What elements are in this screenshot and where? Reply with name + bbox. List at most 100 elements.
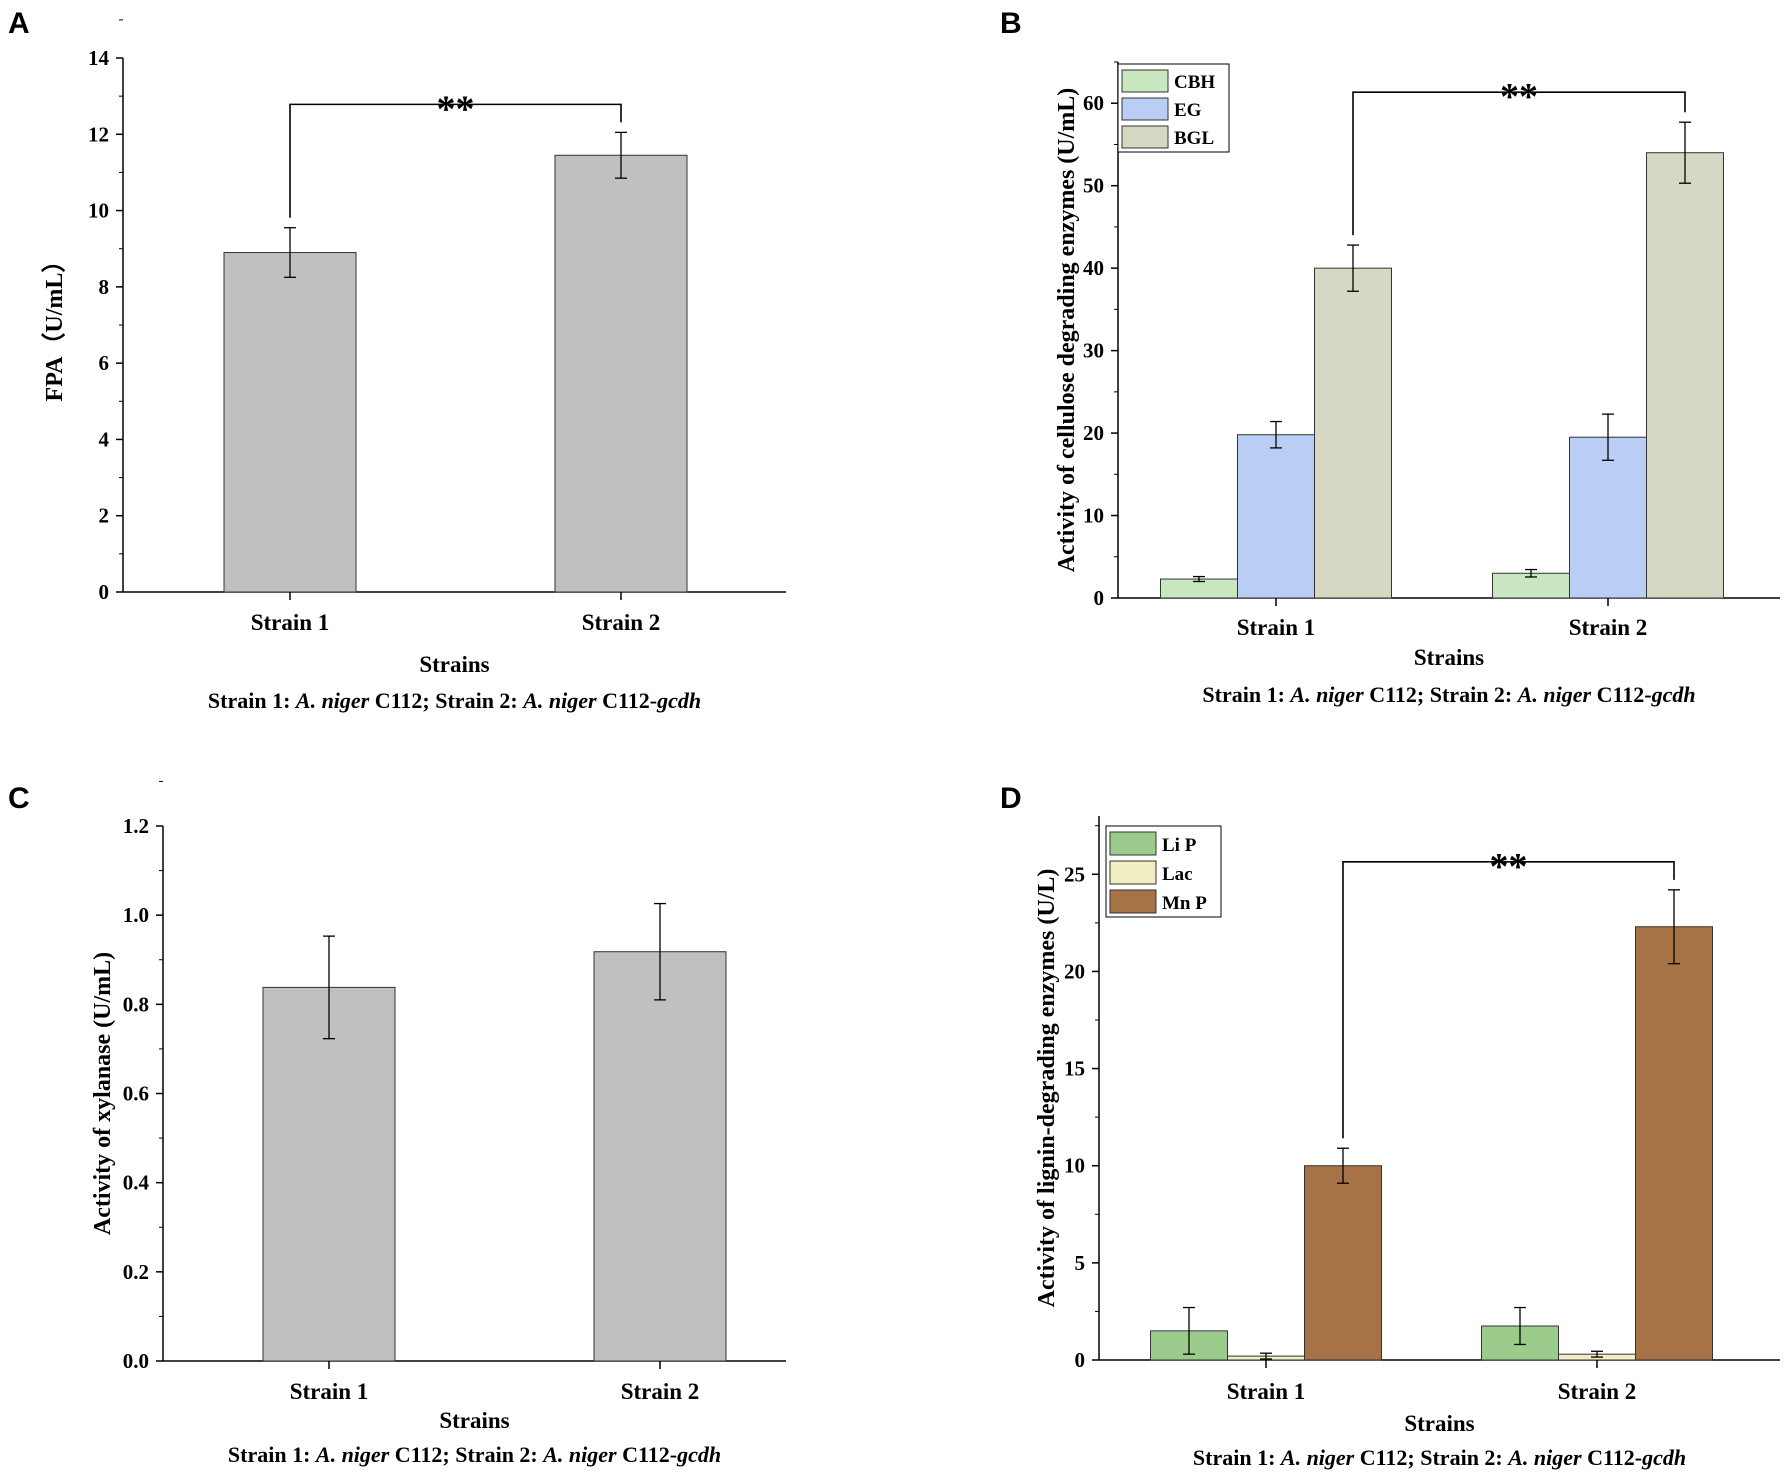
caption-part: Strain 2: — [435, 688, 523, 713]
caption-part: C112; — [1364, 682, 1430, 707]
caption-part: gcdh — [1651, 682, 1696, 707]
y-tick-label: 12 — [88, 122, 109, 146]
x-tick-label: Strain 2 — [1569, 615, 1648, 640]
bar-mn-p-1 — [1304, 1165, 1382, 1361]
y-tick-label: 0.6 — [123, 1082, 149, 1106]
caption-part: Strain 2: — [1420, 1445, 1508, 1470]
y-tick-label: 10 — [1064, 1154, 1085, 1178]
y-tick-label: 60 — [1083, 91, 1104, 115]
panel-letter-c: C — [8, 782, 30, 815]
caption-part: A. niger — [294, 688, 370, 713]
x-axis-title: Strains — [1404, 1411, 1474, 1436]
bar-xylanase-1 — [262, 986, 396, 1362]
caption-part: A. niger — [541, 1442, 617, 1467]
significance-bracket — [1342, 861, 1675, 1139]
caption-part: Strain 2: — [1430, 682, 1518, 707]
caption-part: A. niger — [1506, 1445, 1582, 1470]
legend-label: EG — [1174, 100, 1202, 121]
x-tick-label: Strain 1 — [1227, 1379, 1306, 1404]
y-tick-label: 20 — [1083, 421, 1104, 445]
caption-part: gcdh — [1641, 1445, 1686, 1470]
panel-letter-d: D — [1000, 782, 1022, 815]
significance-bracket — [289, 103, 622, 218]
caption: Strain 1: A. niger C112; Strain 2: A. ni… — [208, 688, 701, 713]
legend-label: Lac — [1162, 864, 1193, 885]
y-tick-label: 15 — [1064, 1057, 1085, 1081]
y-tick-label: 30 — [1083, 339, 1104, 363]
y-tick-label: 10 — [1083, 504, 1104, 528]
y-tick-label: 0 — [1094, 586, 1105, 610]
caption-part: Strain 1: — [208, 688, 296, 713]
y-tick-label: 5 — [1075, 1251, 1086, 1275]
caption-part: C112- — [1591, 682, 1652, 707]
bar-bgl-1 — [1314, 267, 1392, 599]
caption-part: C112; — [389, 1442, 455, 1467]
y-tick-label: 25 — [1064, 862, 1085, 886]
caption-part: A. niger — [1288, 682, 1364, 707]
y-tick-label: 8 — [99, 275, 110, 299]
significance-label: ** — [1490, 846, 1528, 888]
y-tick-label: 4 — [99, 427, 110, 451]
y-axis-title: Activity of cellulose degrading enzymes … — [1054, 88, 1080, 573]
caption-part: A. niger — [1279, 1445, 1355, 1470]
legend-label: Mn P — [1162, 893, 1207, 914]
caption-part: A. niger — [314, 1442, 390, 1467]
y-tick-label: 10 — [88, 199, 109, 223]
bar-eg-2 — [1569, 436, 1647, 599]
legend-swatch — [1109, 860, 1157, 885]
bar-eg-1 — [1237, 434, 1315, 599]
caption-part: Strain 1: — [1202, 682, 1290, 707]
legend-swatch — [1121, 69, 1169, 93]
caption: Strain 1: A. niger C112; Strain 2: A. ni… — [228, 1442, 721, 1467]
y-tick-label: 0 — [99, 580, 110, 604]
panel-a: 0 2 4 6 8 10 12 14 Strain 1 Strain 2 ** FPA（U/mL） St… — [41, 19, 786, 713]
y-axis-title: Activity of lignin-degrading enzymes (U/… — [1034, 869, 1060, 1308]
caption-part: C112- — [597, 688, 658, 713]
caption-part: A. niger — [1516, 682, 1592, 707]
y-tick-label: 0.8 — [123, 992, 149, 1016]
bar-bgl-2 — [1646, 152, 1724, 599]
x-axis-title: Strains — [1414, 645, 1484, 670]
x-tick-label: Strain 2 — [582, 610, 661, 635]
x-tick-label: Strain 2 — [1558, 1379, 1637, 1404]
legend-label: CBH — [1174, 72, 1215, 93]
panel-b: 0 10 20 30 40 50 60 Strain 1 Strain 2 ** CBH EG BGL A… — [1054, 61, 1780, 707]
panel-c: 0.0 0.2 0.4 0.6 0.8 1.0 1.2 Strain 1 Strain 2 Act… — [90, 780, 786, 1467]
caption-part: gcdh — [676, 1442, 721, 1467]
x-tick-label: Strain 1 — [290, 1379, 369, 1404]
y-tick-label: 40 — [1083, 256, 1104, 280]
caption-part: C112; — [369, 688, 435, 713]
y-axis-title: FPA（U/mL） — [41, 249, 68, 402]
significance-label: ** — [437, 88, 475, 130]
bar-xylanase-2 — [593, 951, 727, 1362]
caption-part: gcdh — [656, 688, 701, 713]
y-tick-label: 6 — [99, 351, 110, 375]
y-tick-label: 0.0 — [123, 1349, 149, 1373]
y-tick-label: 0.2 — [123, 1260, 149, 1284]
significance-label: ** — [1500, 76, 1538, 118]
caption-part: Strain 1: — [228, 1442, 316, 1467]
legend-label: BGL — [1174, 128, 1214, 149]
bar-fpa-2 — [554, 154, 688, 593]
x-tick-label: Strain 1 — [251, 610, 330, 635]
bar-fpa-1 — [223, 252, 357, 593]
caption-part: C112; — [1354, 1445, 1420, 1470]
caption-part: Strain 1: — [1193, 1445, 1281, 1470]
x-tick-label: Strain 1 — [1237, 615, 1316, 640]
caption-part: C112- — [617, 1442, 678, 1467]
panel-letter-b: B — [1000, 7, 1022, 40]
y-axis-title: Activity of xylanase (U/mL) — [90, 952, 116, 1235]
y-tick-label: 0 — [1075, 1348, 1086, 1372]
y-tick-label: 0.4 — [123, 1171, 150, 1195]
caption-part: Strain 2: — [455, 1442, 543, 1467]
y-tick-label: 2 — [99, 504, 110, 528]
legend-swatch — [1121, 97, 1169, 121]
x-tick-label: Strain 2 — [621, 1379, 700, 1404]
legend-swatch — [1109, 831, 1157, 856]
legend-label: Li P — [1162, 835, 1197, 856]
y-tick-label: 1.0 — [123, 903, 149, 927]
y-tick-label: 50 — [1083, 174, 1104, 198]
panel-letter-a: A — [8, 7, 30, 40]
caption-part: C112- — [1582, 1445, 1643, 1470]
